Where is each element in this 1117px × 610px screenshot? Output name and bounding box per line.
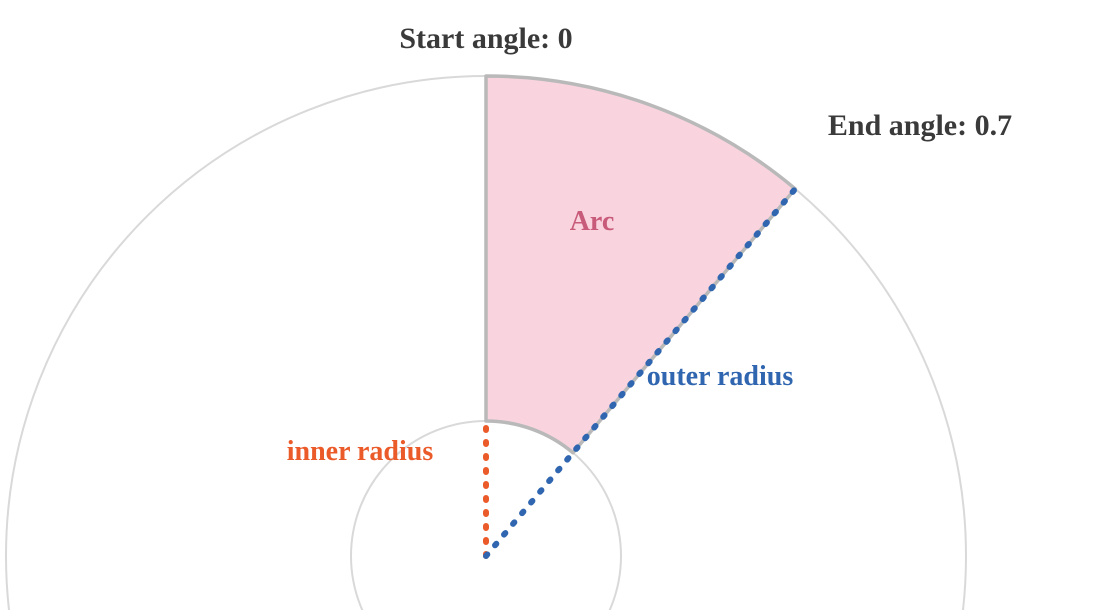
end-angle-label: End angle: 0.7 xyxy=(828,109,1012,142)
arc-label: Arc xyxy=(570,206,615,237)
inner-radius-label: inner radius xyxy=(287,436,434,467)
arc-wedge xyxy=(486,76,795,453)
outer-radius-label: outer radius xyxy=(647,361,794,392)
start-angle-label: Start angle: 0 xyxy=(399,22,572,55)
arc-diagram: Start angle: 0 End angle: 0.7 Arc outer … xyxy=(0,0,1117,610)
